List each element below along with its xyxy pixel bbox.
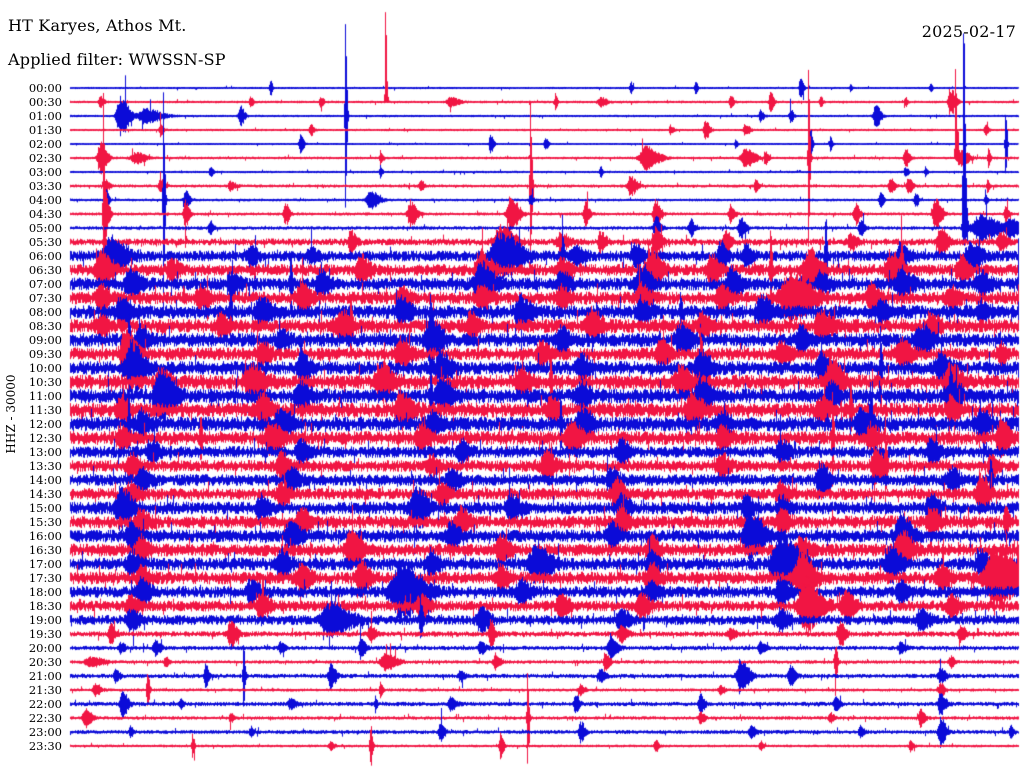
time-label: 06:00: [28, 249, 62, 263]
time-label: 05:00: [28, 221, 62, 235]
time-label: 07:00: [28, 277, 62, 291]
time-label: 00:00: [28, 81, 62, 95]
time-label: 21:30: [28, 683, 62, 697]
time-label: 16:00: [28, 529, 62, 543]
time-label: 12:30: [28, 431, 62, 445]
time-label: 13:00: [28, 445, 62, 459]
time-label: 23:00: [28, 725, 62, 739]
time-label: 19:00: [28, 613, 62, 627]
time-label: 04:00: [28, 193, 62, 207]
station-title: HT Karyes, Athos Mt.: [8, 16, 187, 35]
time-label: 20:30: [28, 655, 62, 669]
time-label: 10:30: [28, 375, 62, 389]
time-label: 15:30: [28, 515, 62, 529]
time-label: 14:00: [28, 473, 62, 487]
time-label: 06:30: [28, 263, 62, 277]
time-label: 22:00: [28, 697, 62, 711]
time-label: 17:00: [28, 557, 62, 571]
time-label: 18:00: [28, 585, 62, 599]
time-label: 15:00: [28, 501, 62, 515]
time-label: 22:30: [28, 711, 62, 725]
time-label: 07:30: [28, 291, 62, 305]
time-label: 08:00: [28, 305, 62, 319]
time-label: 03:00: [28, 165, 62, 179]
time-label: 16:30: [28, 543, 62, 557]
time-label: 19:30: [28, 627, 62, 641]
time-label: 05:30: [28, 235, 62, 249]
time-label: 10:00: [28, 361, 62, 375]
time-label: 23:30: [28, 739, 62, 753]
time-label: 04:30: [28, 207, 62, 221]
time-label: 03:30: [28, 179, 62, 193]
time-label: 00:30: [28, 95, 62, 109]
time-label: 01:00: [28, 109, 62, 123]
applied-filter-label: Applied filter: WWSSN-SP: [8, 50, 226, 69]
time-label: 12:00: [28, 417, 62, 431]
time-label: 09:00: [28, 333, 62, 347]
time-label: 17:30: [28, 571, 62, 585]
time-label: 20:00: [28, 641, 62, 655]
time-label: 13:30: [28, 459, 62, 473]
time-label: 18:30: [28, 599, 62, 613]
time-label: 01:30: [28, 123, 62, 137]
date-label: 2025-02-17: [921, 22, 1016, 41]
time-axis-labels: 00:00 00:30 01:00 01:30 02:00 02:30 03:00 03:30…: [0, 0, 66, 780]
time-label: 02:00: [28, 137, 62, 151]
time-label: 11:00: [28, 389, 62, 403]
time-label: 14:30: [28, 487, 62, 501]
time-label: 09:30: [28, 347, 62, 361]
time-label: 11:30: [28, 403, 62, 417]
time-label: 21:00: [28, 669, 62, 683]
time-label: 02:30: [28, 151, 62, 165]
time-label: 08:30: [28, 319, 62, 333]
